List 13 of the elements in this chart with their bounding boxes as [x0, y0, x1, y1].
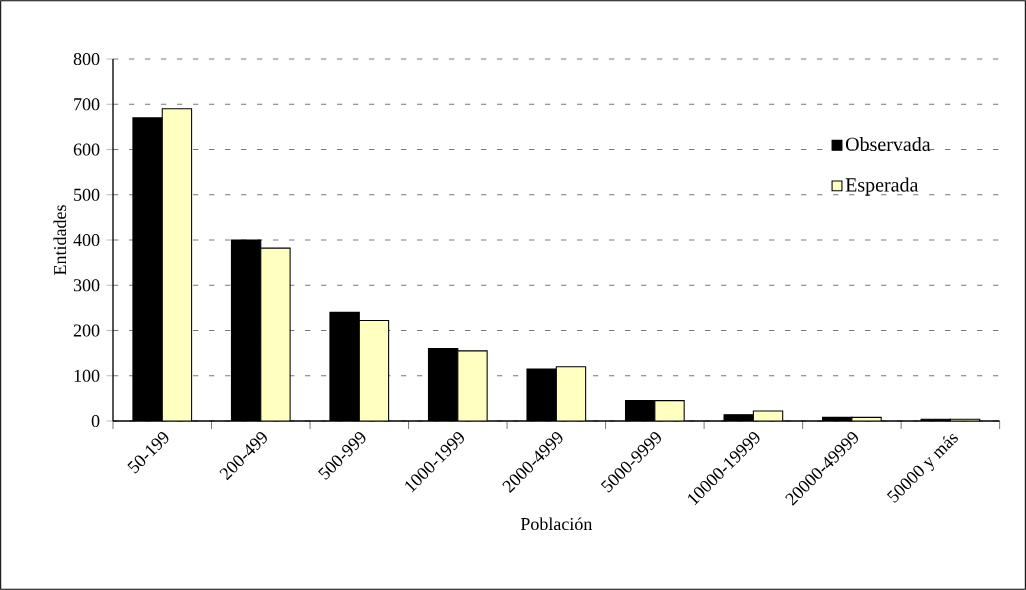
legend-label: Observada: [845, 137, 931, 152]
y-tick-label: 500: [74, 188, 100, 201]
y-tick-label: 100: [74, 369, 100, 382]
y-tick-label: 700: [74, 98, 100, 111]
y-tick-label: 600: [73, 143, 100, 156]
y-tick-label: 400: [73, 233, 100, 247]
y-tick-label: 800: [73, 52, 100, 66]
y-tick-label: 300: [73, 279, 100, 292]
legend-label: Esperada: [845, 177, 919, 196]
x-axis-title: Población: [520, 517, 593, 531]
y-tick-label: 0: [91, 414, 100, 428]
y-axis-title: Entidades: [53, 205, 67, 275]
y-tick-label: 200: [73, 324, 100, 337]
